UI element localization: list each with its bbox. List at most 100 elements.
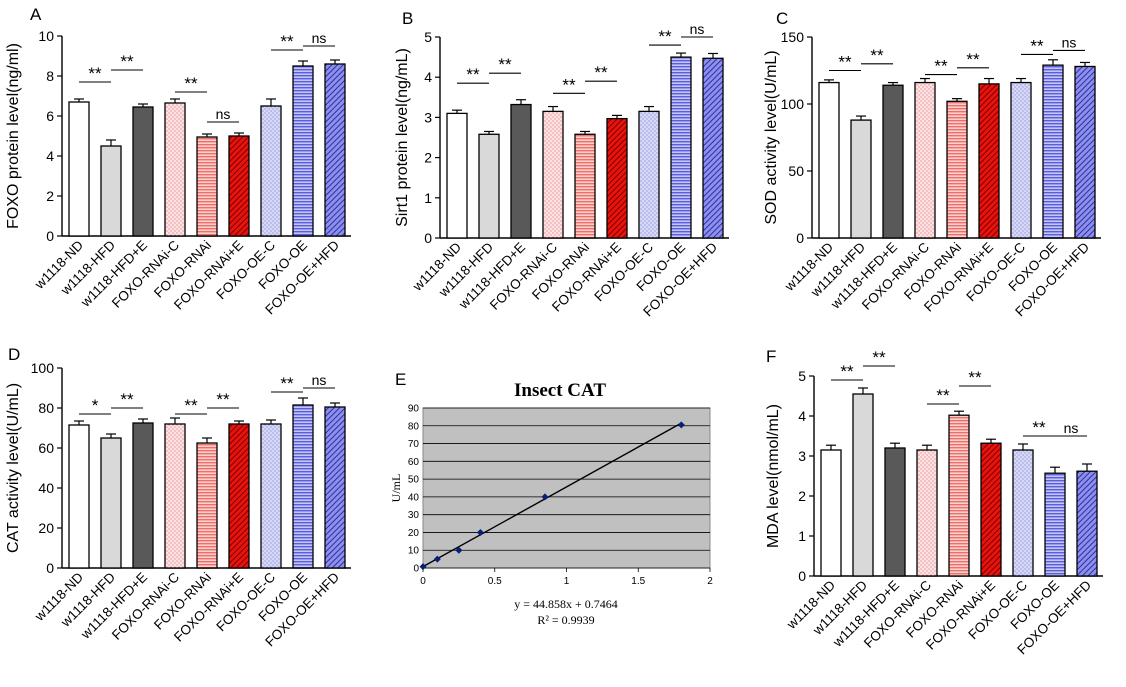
panel-e-y-axis-label: U/mL bbox=[389, 474, 403, 503]
panel-b-bar-foxo-rnai-c bbox=[542, 110, 564, 239]
panel-f-bar-foxo-rnai-c bbox=[916, 449, 938, 577]
panel-a-significance-label: ** bbox=[280, 32, 294, 51]
panel-b-y-tick-label: 2 bbox=[424, 150, 432, 166]
panel-a-significance-label: ns bbox=[312, 30, 327, 46]
panel-b-bar-foxo-oe bbox=[670, 56, 692, 239]
panel-d-y-tick-label: 60 bbox=[38, 440, 54, 456]
panel-b-significance-label: ns bbox=[690, 21, 705, 37]
panel-e-x-tick-label: 0 bbox=[420, 576, 426, 587]
panel-e-y-tick-label: 90 bbox=[408, 404, 420, 415]
panel-b-y-tick-label: 1 bbox=[424, 190, 432, 206]
panel-a-significance-label: ** bbox=[120, 52, 134, 71]
panel-c-bar-foxo-oe-hfd bbox=[1074, 65, 1096, 239]
panel-e-data-point bbox=[541, 493, 549, 501]
panel-e-y-tick-label: 20 bbox=[408, 528, 420, 539]
panel-e-x-tick-label: 0.5 bbox=[488, 576, 502, 587]
panel-a-bar-w1118-hfd-e bbox=[132, 106, 154, 237]
panel-d-bar-foxo-oe-hfd bbox=[324, 406, 346, 569]
panel-d-bar-w1118-nd bbox=[68, 424, 90, 569]
panel-b-bar-foxo-rnai-e bbox=[606, 117, 628, 239]
panel-e-r-squared: R² = 0.9939 bbox=[537, 613, 594, 627]
panel-e-data-point bbox=[476, 528, 484, 536]
panel-a-y-tick-label: 6 bbox=[46, 108, 54, 124]
panel-a-y-axis-label: FOXO protein level(ng/ml) bbox=[5, 43, 22, 229]
panel-e-y-tick-label: 40 bbox=[408, 492, 420, 503]
panel-f-y-tick-label: 0 bbox=[798, 568, 806, 584]
panel-a-bar-foxo-rnai-e bbox=[228, 135, 250, 237]
panel-e-data-point bbox=[433, 555, 441, 563]
panel-e-y-tick-label: 60 bbox=[408, 457, 420, 468]
panel-d-bar-foxo-oe-c bbox=[260, 423, 282, 569]
panel-b-y-tick-label: 0 bbox=[424, 230, 432, 246]
panel-letter-f: F bbox=[766, 347, 776, 366]
panel-e-y-tick-label: 70 bbox=[408, 439, 420, 450]
panel-a-bar-foxo-rnai bbox=[196, 136, 218, 237]
panel-e-scatter-chart: 0 10 20 30 40 50 60 70 80 90 0 0.5 1 1.5 2 Insect CAT U/… bbox=[389, 380, 713, 627]
panel-d-significance-label: ** bbox=[120, 390, 134, 409]
panel-letter-e: E bbox=[395, 370, 406, 389]
panel-b-significance-label: ** bbox=[594, 63, 608, 82]
panel-d-bar-foxo-oe bbox=[292, 404, 314, 569]
panel-c-y-tick-label: 0 bbox=[796, 230, 804, 246]
panel-c-significance-label: ** bbox=[870, 46, 884, 65]
panel-e-data-point bbox=[455, 546, 463, 554]
panel-letter-a: A bbox=[30, 5, 42, 24]
panel-d-significance-label: ** bbox=[280, 374, 294, 393]
panel-d-significance-label: ns bbox=[312, 372, 327, 388]
panel-f-bar-foxo-rnai bbox=[948, 414, 970, 577]
panel-f-bar-foxo-rnai-e bbox=[980, 442, 1002, 577]
panel-f-bar-w1118-hfd-e bbox=[884, 447, 906, 577]
panel-f-significance-label: ns bbox=[1064, 420, 1079, 436]
panel-e-equation: y = 44.858x + 0.7464 bbox=[514, 597, 618, 611]
panel-a-bar-foxo-oe-c bbox=[260, 105, 282, 237]
panel-e-title: Insect CAT bbox=[514, 380, 606, 401]
panel-letter-b: B bbox=[402, 9, 413, 28]
panel-a-bar-foxo-oe bbox=[292, 65, 314, 237]
panel-a-y-tick-label: 8 bbox=[46, 68, 54, 84]
panel-c-significance-label: ** bbox=[838, 53, 852, 72]
panel-f-y-tick-label: 3 bbox=[798, 448, 806, 464]
panel-d-y-tick-label: 40 bbox=[38, 480, 54, 496]
panel-f-y-tick-label: 5 bbox=[798, 368, 806, 384]
panel-c-y-axis-label: SOD activity level(U/mL) bbox=[763, 50, 780, 224]
panel-letter-c: C bbox=[776, 9, 788, 28]
panel-letter-d: D bbox=[8, 345, 20, 364]
panel-a-y-tick-label: 4 bbox=[46, 148, 54, 164]
panel-f-y-axis-label: MDA level(nmol/mL) bbox=[765, 404, 782, 548]
panel-e-trendline bbox=[422, 422, 682, 568]
panel-a-y-tick-label: 0 bbox=[46, 228, 54, 244]
panel-f-significance-label: ** bbox=[968, 368, 982, 387]
panel-f-bar-foxo-oe-c bbox=[1012, 449, 1034, 577]
panel-c-bar-foxo-rnai bbox=[946, 100, 968, 239]
panel-c-y-tick-label: 100 bbox=[781, 96, 805, 112]
panel-d-significance-label: * bbox=[92, 396, 99, 415]
panel-f-y-tick-label: 2 bbox=[798, 488, 806, 504]
panel-b-y-axis-label: Sirt1 protein level(ng/mL) bbox=[394, 48, 411, 227]
panel-b-y-tick-label: 5 bbox=[424, 29, 432, 45]
panel-a-bar-w1118-hfd bbox=[100, 145, 122, 237]
panel-d-bar-w1118-hfd bbox=[100, 437, 122, 569]
panel-a-y-tick-label: 10 bbox=[38, 28, 54, 44]
panel-d-y-axis-label: CAT activity level(U/mL) bbox=[5, 383, 22, 553]
panel-f-bar-w1118-nd bbox=[820, 449, 842, 577]
panel-e-y-tick-label: 30 bbox=[408, 510, 420, 521]
panel-f-y-tick-label: 4 bbox=[798, 408, 806, 424]
panel-c-significance-label: ** bbox=[966, 50, 980, 69]
panel-a-bar-foxo-rnai-c bbox=[164, 102, 186, 237]
panel-d-bar-foxo-rnai-e bbox=[228, 423, 250, 569]
panel-c-bar-w1118-nd bbox=[818, 81, 840, 239]
panel-e-y-tick-label: 10 bbox=[408, 546, 420, 557]
panel-d-significance-label: ** bbox=[184, 396, 198, 415]
panel-f-significance-label: ** bbox=[936, 386, 950, 405]
panel-b-y-tick-label: 4 bbox=[424, 69, 432, 85]
panel-c-bar-w1118-hfd bbox=[850, 119, 872, 239]
panel-b-bar-foxo-rnai bbox=[574, 133, 596, 239]
panel-b-bar-foxo-oe-hfd bbox=[702, 57, 724, 239]
panel-a-significance-label: ** bbox=[184, 74, 198, 93]
panel-e-x-tick-label: 1 bbox=[564, 576, 570, 587]
panel-b-y-tick-label: 3 bbox=[424, 109, 432, 125]
panel-a-significance-label: ** bbox=[88, 64, 102, 83]
